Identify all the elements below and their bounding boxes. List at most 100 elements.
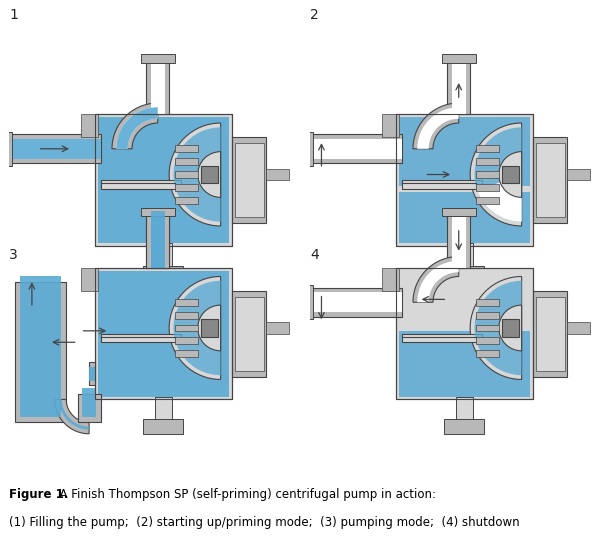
Wedge shape: [470, 123, 521, 226]
Bar: [9, 134, 101, 163]
Bar: [444, 420, 485, 434]
Bar: [78, 394, 101, 422]
Polygon shape: [417, 261, 459, 302]
Wedge shape: [169, 123, 221, 226]
Bar: [476, 338, 498, 344]
Bar: [476, 158, 498, 165]
Bar: [396, 114, 533, 246]
Bar: [150, 57, 165, 114]
Bar: [89, 362, 95, 385]
Bar: [476, 312, 498, 319]
Bar: [95, 114, 232, 246]
Bar: [175, 171, 198, 178]
Bar: [20, 277, 61, 417]
Bar: [402, 334, 482, 342]
Bar: [476, 197, 498, 204]
Polygon shape: [116, 107, 158, 149]
Bar: [501, 319, 519, 336]
Wedge shape: [499, 305, 521, 351]
Bar: [447, 57, 470, 114]
Bar: [141, 55, 175, 63]
Bar: [141, 208, 175, 217]
Polygon shape: [112, 103, 158, 149]
Bar: [175, 299, 198, 306]
Bar: [382, 114, 399, 137]
Bar: [396, 268, 533, 400]
Polygon shape: [59, 400, 89, 430]
Bar: [396, 114, 533, 246]
Bar: [476, 350, 498, 357]
Bar: [302, 285, 313, 319]
Bar: [402, 180, 482, 189]
Bar: [143, 266, 184, 280]
Bar: [146, 211, 169, 268]
Bar: [447, 211, 470, 268]
Bar: [175, 350, 198, 357]
Bar: [200, 166, 218, 183]
Bar: [567, 169, 590, 180]
Bar: [143, 420, 184, 434]
Wedge shape: [173, 127, 221, 222]
Text: 3: 3: [9, 248, 18, 262]
Bar: [175, 325, 198, 331]
Bar: [235, 143, 264, 218]
Bar: [476, 145, 498, 152]
Bar: [1, 132, 12, 166]
Text: (1) Filling the pump;  (2) starting up/priming mode;  (3) pumping mode;  (4) shu: (1) Filling the pump; (2) starting up/pr…: [9, 516, 520, 529]
Bar: [82, 388, 96, 417]
Bar: [442, 55, 476, 63]
Bar: [150, 211, 165, 268]
Bar: [175, 338, 198, 344]
Bar: [98, 117, 229, 243]
Wedge shape: [470, 277, 521, 379]
Text: A Finish Thompson SP (self-priming) centrifugal pump in action:: A Finish Thompson SP (self-priming) cent…: [52, 488, 436, 501]
Wedge shape: [499, 152, 521, 198]
Bar: [533, 291, 567, 377]
Bar: [444, 266, 485, 280]
Bar: [14, 282, 66, 422]
Bar: [476, 325, 498, 331]
Bar: [81, 268, 98, 291]
Bar: [200, 319, 218, 336]
Bar: [452, 57, 466, 114]
Bar: [175, 145, 198, 152]
Bar: [175, 158, 198, 165]
Bar: [146, 211, 169, 268]
Bar: [95, 268, 232, 400]
Bar: [175, 312, 198, 319]
Polygon shape: [413, 103, 459, 149]
Bar: [456, 397, 473, 422]
Wedge shape: [474, 281, 521, 375]
Bar: [89, 367, 95, 381]
Text: 1: 1: [9, 8, 18, 22]
Bar: [95, 268, 232, 400]
Bar: [146, 57, 169, 114]
Wedge shape: [173, 281, 221, 375]
Bar: [310, 139, 402, 159]
Bar: [302, 132, 313, 166]
Bar: [310, 288, 402, 316]
Wedge shape: [198, 152, 221, 198]
Text: 4: 4: [310, 248, 319, 262]
Bar: [536, 143, 565, 218]
Wedge shape: [477, 175, 521, 222]
Bar: [9, 139, 101, 159]
Bar: [98, 271, 229, 397]
Bar: [567, 323, 590, 334]
Bar: [399, 331, 530, 397]
Bar: [232, 291, 267, 377]
Bar: [101, 334, 181, 342]
Bar: [155, 397, 172, 422]
Wedge shape: [474, 127, 521, 222]
Bar: [101, 180, 181, 189]
Bar: [155, 243, 172, 269]
Bar: [536, 296, 565, 371]
Bar: [456, 243, 473, 269]
Bar: [81, 114, 98, 137]
Bar: [382, 268, 399, 291]
Bar: [399, 117, 530, 186]
Text: Figure 1.: Figure 1.: [9, 488, 69, 501]
Bar: [232, 137, 267, 223]
Bar: [310, 292, 402, 312]
Text: 2: 2: [310, 8, 319, 22]
